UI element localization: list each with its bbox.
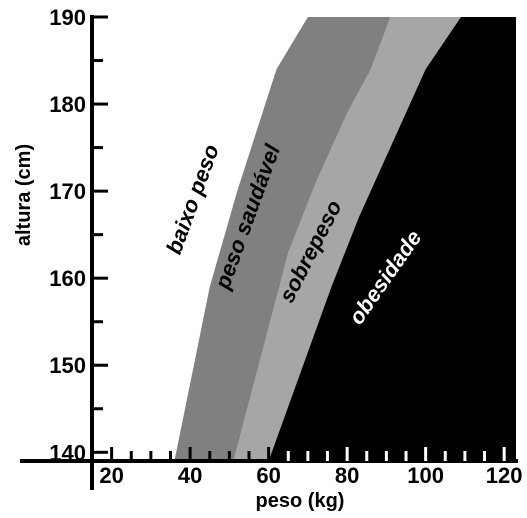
x-tick-label-20: 20 bbox=[99, 463, 123, 488]
y-tick-label-190: 190 bbox=[49, 5, 86, 30]
x-axis-title: peso (kg) bbox=[256, 490, 345, 512]
y-axis-title: altura (cm) bbox=[13, 144, 35, 246]
x-tick-label-100: 100 bbox=[407, 463, 444, 488]
y-tick-label-170: 170 bbox=[49, 179, 86, 204]
y-tick-label-180: 180 bbox=[49, 92, 86, 117]
region-area-3 bbox=[268, 17, 516, 461]
y-tick-label-140: 140 bbox=[49, 440, 86, 465]
x-tick-label-60: 60 bbox=[256, 463, 280, 488]
region-label-0: baixo peso bbox=[161, 141, 224, 258]
regions-layer bbox=[174, 17, 516, 461]
x-tick-label-80: 80 bbox=[335, 463, 359, 488]
y-tick-label-150: 150 bbox=[49, 353, 86, 378]
axes-layer: 140 150 160 170 180 190 20 40 60 80 100 120 bbox=[20, 5, 523, 490]
y-tick-label-160: 160 bbox=[49, 266, 86, 291]
x-tick-label-40: 40 bbox=[178, 463, 202, 488]
x-tick-label-120: 120 bbox=[486, 463, 523, 488]
